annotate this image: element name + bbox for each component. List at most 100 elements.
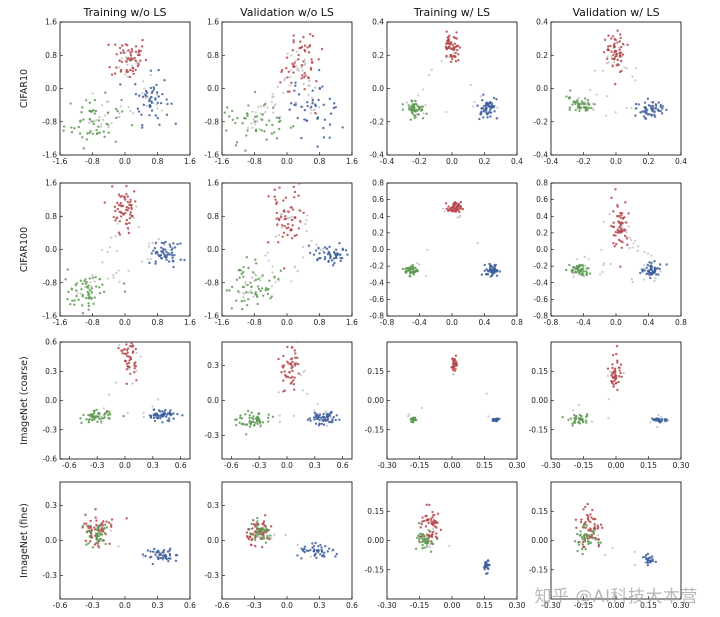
- scatter-point: [271, 96, 274, 99]
- scatter-point: [619, 36, 622, 40]
- y-tick-label: 0.00: [531, 536, 548, 545]
- scatter-point: [619, 216, 622, 219]
- y-tick-label: 0.0: [45, 536, 57, 545]
- scatter-point: [568, 108, 571, 111]
- scatter-point: [280, 70, 283, 74]
- scatter-point: [291, 365, 294, 369]
- scatter-point: [254, 529, 258, 533]
- scatter-point: [255, 115, 259, 118]
- x-tick-label: 0.00: [444, 461, 461, 470]
- scatter-point: [612, 383, 615, 386]
- scatter-panel: -1.6 -0.8 0.0 0.8 1.61.60.80.0-0.8-1.6: [42, 18, 196, 166]
- scatter-point: [81, 136, 84, 139]
- scatter-point: [251, 271, 255, 274]
- scatter-point: [328, 245, 331, 249]
- scatter-point: [158, 123, 161, 126]
- scatter-point: [441, 207, 445, 210]
- scatter-point: [295, 356, 299, 360]
- scatter-point: [277, 241, 280, 244]
- scatter-point: [245, 534, 249, 538]
- scatter-point: [148, 242, 151, 245]
- point-group: [561, 344, 669, 429]
- scatter-point: [488, 110, 491, 114]
- scatter-point: [485, 268, 488, 271]
- scatter-point: [264, 254, 267, 257]
- scatter-point: [289, 206, 292, 209]
- watermark-text: 知乎 @AI科技大本营: [534, 587, 698, 607]
- scatter-point: [655, 273, 658, 276]
- scatter-point: [291, 360, 294, 364]
- y-tick-label: -1.6: [42, 312, 57, 321]
- scatter-point: [173, 254, 176, 257]
- scatter-point: [591, 102, 594, 105]
- scatter-point: [96, 420, 99, 424]
- scatter-point: [124, 208, 128, 212]
- scatter-point: [615, 352, 618, 356]
- scatter-point: [282, 209, 286, 212]
- y-tick-label: 0.4: [372, 212, 384, 221]
- scatter-point: [264, 111, 267, 114]
- scatter-point: [412, 273, 416, 276]
- scatter-point: [151, 405, 154, 408]
- x-tick-label: -0.30: [541, 601, 561, 610]
- scatter-point: [601, 270, 604, 274]
- x-tick-label: -0.6: [224, 461, 239, 470]
- scatter-point: [322, 553, 325, 557]
- scatter-point: [128, 344, 132, 348]
- scatter-point: [288, 108, 291, 111]
- scatter-point: [78, 132, 82, 135]
- scatter-point: [291, 215, 294, 218]
- scatter-point: [119, 83, 122, 86]
- scatter-point: [165, 250, 168, 254]
- scatter-point: [93, 112, 96, 115]
- x-tick-label: -0.3: [252, 461, 267, 470]
- scatter-point: [126, 200, 129, 204]
- scatter-point: [278, 186, 281, 189]
- scatter-point: [134, 59, 138, 63]
- scatter-point: [259, 276, 262, 279]
- scatter-point: [123, 339, 125, 341]
- scatter-point: [234, 424, 238, 427]
- scatter-point: [340, 256, 344, 260]
- x-tick-label: 0.8: [152, 318, 164, 327]
- scatter-point: [269, 525, 273, 528]
- scatter-point: [299, 40, 302, 43]
- scatter-point: [649, 421, 652, 424]
- scatter-point: [645, 272, 648, 276]
- scatter-point: [169, 409, 172, 412]
- scatter-point: [282, 267, 286, 270]
- scatter-point: [584, 419, 588, 422]
- scatter-point: [423, 546, 426, 549]
- scatter-point: [617, 220, 620, 223]
- scatter-point: [157, 398, 160, 401]
- scatter-point: [71, 299, 74, 302]
- scatter-point: [578, 109, 581, 112]
- scatter-point: [452, 36, 456, 39]
- scatter-point: [315, 413, 319, 416]
- scatter-point: [254, 291, 258, 294]
- scatter-point: [587, 542, 590, 546]
- scatter-point: [339, 253, 342, 256]
- scatter-point: [132, 72, 135, 75]
- x-tick-label: 1.6: [184, 157, 196, 166]
- scatter-point: [339, 259, 342, 263]
- scatter-point: [421, 88, 424, 91]
- scatter-point: [454, 45, 457, 49]
- scatter-point: [85, 522, 88, 525]
- scatter-point: [95, 541, 98, 545]
- scatter-point: [266, 251, 269, 254]
- scatter-point: [261, 274, 264, 277]
- scatter-point: [104, 542, 107, 546]
- scatter-point: [420, 406, 424, 410]
- scatter-point: [266, 288, 269, 291]
- scatter-point: [245, 256, 249, 259]
- scatter-point: [618, 214, 621, 218]
- scatter-point: [239, 269, 243, 272]
- scatter-point: [615, 54, 618, 58]
- scatter-point: [417, 534, 421, 538]
- scatter-point: [323, 551, 326, 554]
- scatter-point: [432, 514, 435, 517]
- y-tick-label: 0.0: [207, 245, 219, 254]
- scatter-point: [457, 53, 460, 56]
- y-tick-label: 0.4: [536, 18, 548, 27]
